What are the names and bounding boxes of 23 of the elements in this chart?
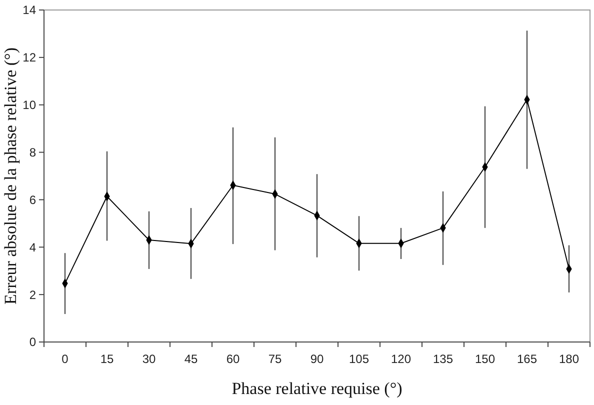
- y-tick-label: 12: [22, 50, 36, 65]
- y-tick-label: 0: [29, 335, 36, 350]
- x-tick-label: 165: [516, 352, 538, 366]
- x-tick-label: 135: [432, 352, 454, 366]
- x-tick-label: 75: [268, 352, 282, 366]
- x-tick-label: 150: [474, 352, 496, 366]
- x-tick-label: 0: [62, 352, 69, 366]
- x-tick-label: 45: [184, 352, 198, 366]
- x-tick-label: 120: [390, 352, 412, 366]
- x-axis-title: Phase relative requise (°): [232, 379, 402, 398]
- x-tick-label: 90: [310, 352, 324, 366]
- y-tick-label: 4: [29, 240, 36, 254]
- y-tick-label: 8: [29, 145, 36, 160]
- y-axis-title: Erreur absolue de la phase relative (°): [1, 48, 20, 304]
- y-tick-label: 14: [22, 3, 36, 18]
- x-tick-label: 30: [142, 352, 156, 366]
- x-tick-label: 180: [558, 352, 580, 366]
- y-tick-label: 10: [22, 98, 36, 112]
- x-tick-label: 60: [226, 352, 240, 366]
- y-tick-label: 2: [29, 288, 36, 302]
- y-tick-label: 6: [29, 192, 36, 207]
- x-tick-label: 105: [348, 352, 370, 366]
- x-tick-label: 15: [100, 352, 114, 366]
